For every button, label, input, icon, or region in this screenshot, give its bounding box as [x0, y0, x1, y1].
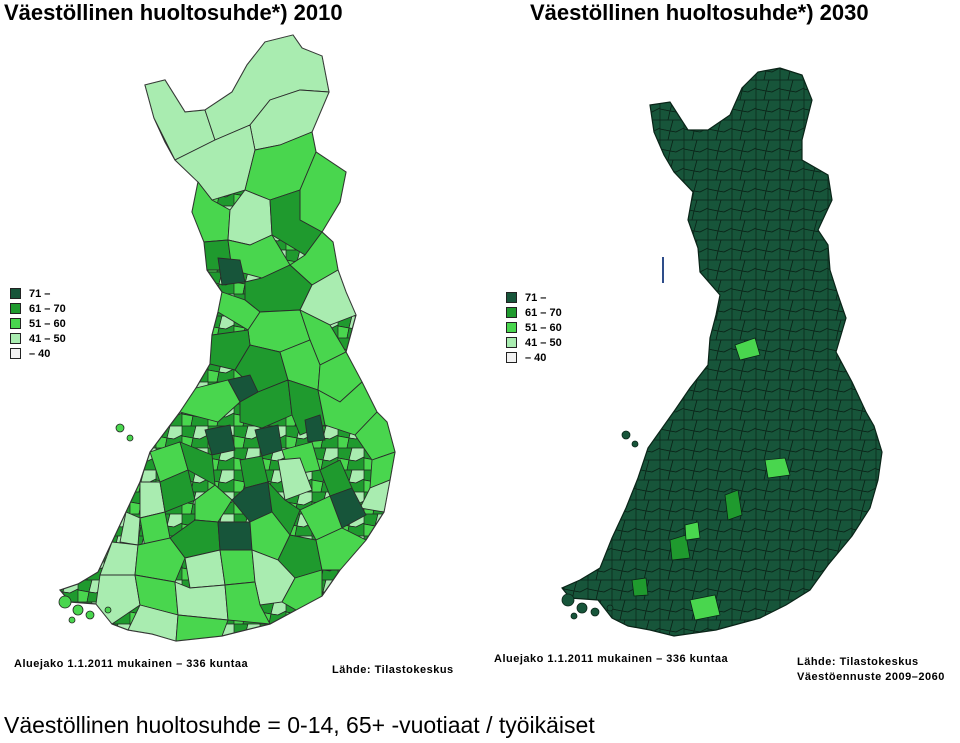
legend-row: – 40 — [506, 350, 562, 365]
legend-label: 71 – — [525, 291, 547, 304]
map-2030-forecast: Väestöennuste 2009–2060 — [797, 671, 945, 683]
legend-label: 61 – 70 — [29, 302, 66, 315]
legend-label: 41 – 50 — [29, 332, 66, 345]
definition-footnote: Väestöllinen huoltosuhde = 0-14, 65+ -vu… — [4, 712, 595, 738]
map-2030 — [561, 67, 883, 637]
legend-label: 71 – — [29, 287, 51, 300]
archipelago-2030 — [561, 430, 639, 620]
map-2010 — [58, 34, 396, 642]
legend-swatch — [10, 348, 21, 359]
legend-row: 51 – 60 — [10, 316, 66, 331]
legend-row: 61 – 70 — [506, 305, 562, 320]
legend-label: 41 – 50 — [525, 336, 562, 349]
legend-row: 41 – 50 — [10, 331, 66, 346]
map-2030-source: Lähde: Tilastokeskus — [797, 656, 919, 668]
legend-swatch — [10, 318, 21, 329]
legend-row: 61 – 70 — [10, 301, 66, 316]
map-2010-division-note: Aluejako 1.1.2011 mukainen – 336 kuntaa — [14, 658, 249, 670]
map-2010-title: Väestöllinen huoltosuhde*) 2010 — [4, 0, 343, 25]
legend-swatch — [506, 337, 517, 348]
map-2030-division-note: Aluejako 1.1.2011 mukainen – 336 kuntaa — [494, 653, 729, 665]
legend-swatch — [506, 292, 517, 303]
legend-swatch — [506, 322, 517, 333]
divider-line — [662, 257, 664, 283]
legend-label: 51 – 60 — [29, 317, 66, 330]
map-2030-title: Väestöllinen huoltosuhde*) 2030 — [530, 0, 869, 25]
legend-label: 51 – 60 — [525, 321, 562, 334]
legend-swatch — [10, 303, 21, 314]
legend-label: 61 – 70 — [525, 306, 562, 319]
legend-row: 71 – — [506, 290, 562, 305]
archipelago-2010 — [58, 423, 134, 624]
legend-label: – 40 — [29, 347, 51, 360]
legend-swatch — [506, 307, 517, 318]
legend-row: 71 – — [10, 286, 66, 301]
legend-swatch — [506, 352, 517, 363]
map-2010-source: Lähde: Tilastokeskus — [332, 664, 454, 676]
legend-2030: 71 – 61 – 70 51 – 60 41 – 50 – 40 — [506, 290, 562, 365]
legend-label: – 40 — [525, 351, 547, 364]
legend-swatch — [10, 333, 21, 344]
legend-2010: 71 – 61 – 70 51 – 60 41 – 50 – 40 — [10, 286, 66, 361]
legend-row: – 40 — [10, 346, 66, 361]
legend-row: 41 – 50 — [506, 335, 562, 350]
legend-swatch — [10, 288, 21, 299]
legend-row: 51 – 60 — [506, 320, 562, 335]
